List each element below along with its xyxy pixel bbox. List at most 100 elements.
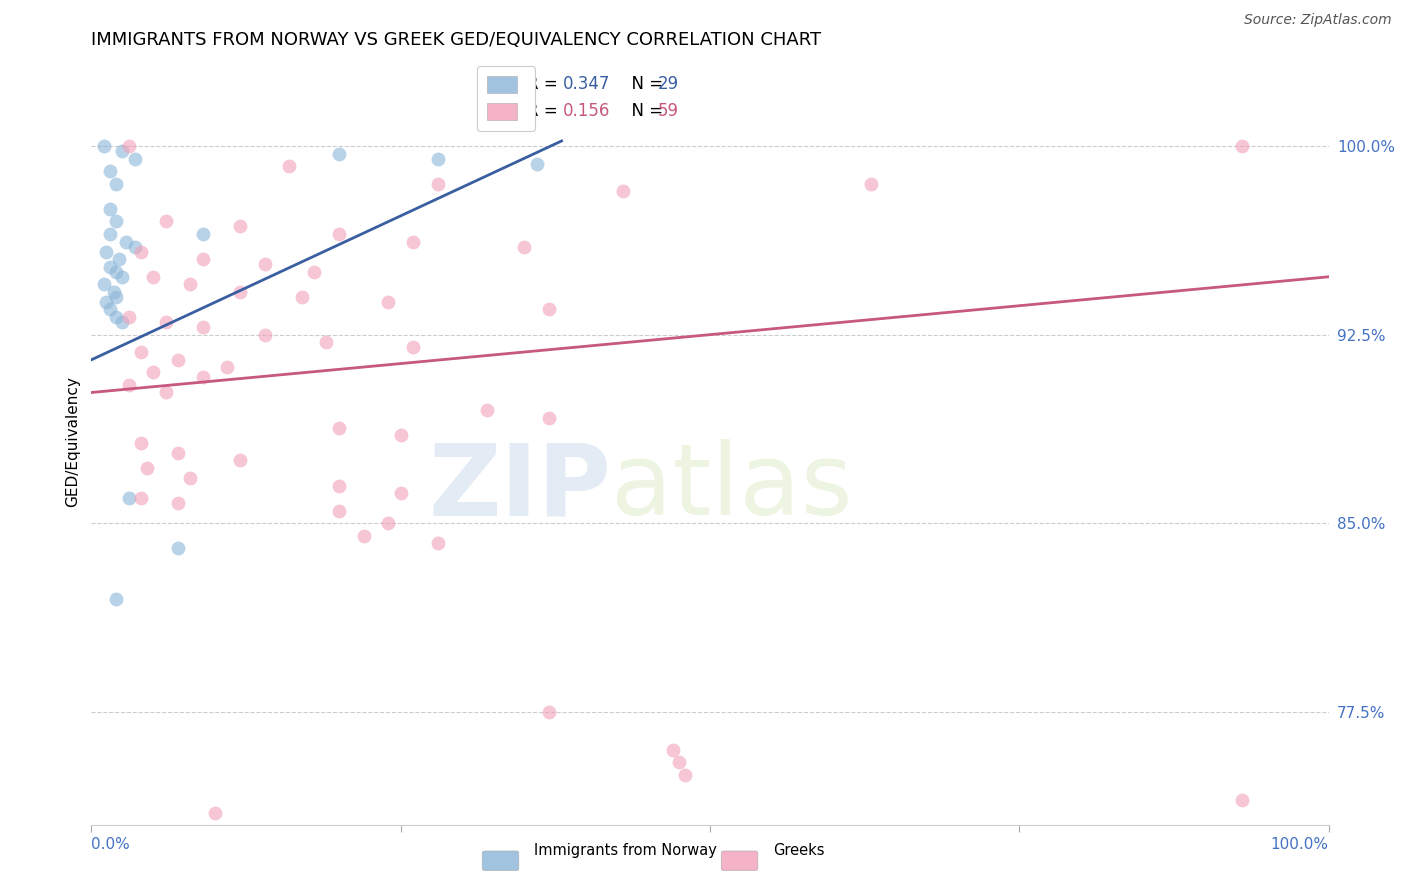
Point bbox=[117, 139, 139, 153]
Point bbox=[98, 260, 121, 274]
Point bbox=[426, 152, 449, 166]
Point bbox=[105, 214, 128, 228]
Text: 0.0%: 0.0% bbox=[91, 837, 131, 852]
Point bbox=[167, 541, 190, 556]
Point bbox=[278, 159, 301, 173]
Point bbox=[115, 235, 138, 249]
Point bbox=[98, 202, 121, 216]
Point bbox=[612, 184, 634, 198]
Point bbox=[142, 269, 165, 284]
Point bbox=[477, 403, 499, 417]
Point bbox=[105, 265, 128, 279]
Text: Greeks: Greeks bbox=[773, 843, 825, 858]
Point bbox=[668, 756, 690, 770]
Point bbox=[513, 239, 536, 253]
Point bbox=[117, 491, 139, 505]
Point bbox=[117, 310, 139, 324]
Point bbox=[105, 290, 128, 304]
Text: 0.347: 0.347 bbox=[562, 75, 610, 93]
Point bbox=[96, 295, 118, 310]
Point bbox=[229, 453, 252, 467]
Point bbox=[389, 486, 412, 500]
Point bbox=[129, 345, 152, 359]
Point bbox=[328, 227, 350, 241]
Point bbox=[111, 144, 134, 158]
Point bbox=[377, 516, 399, 531]
Point bbox=[426, 536, 449, 550]
Point bbox=[204, 805, 226, 820]
Point bbox=[229, 285, 252, 299]
Point bbox=[129, 491, 152, 505]
Y-axis label: GED/Equivalency: GED/Equivalency bbox=[65, 376, 80, 507]
Point bbox=[129, 435, 152, 450]
Point bbox=[402, 340, 425, 354]
Point bbox=[124, 239, 146, 253]
Point bbox=[673, 768, 696, 782]
Text: Source: ZipAtlas.com: Source: ZipAtlas.com bbox=[1244, 13, 1392, 28]
Point bbox=[191, 370, 214, 384]
Point bbox=[98, 227, 121, 241]
Point bbox=[1230, 139, 1253, 153]
Point bbox=[526, 156, 548, 170]
Point bbox=[377, 295, 399, 310]
Point bbox=[124, 152, 146, 166]
Point bbox=[538, 302, 561, 317]
Point bbox=[389, 428, 412, 442]
Point bbox=[129, 244, 152, 259]
Point bbox=[103, 285, 125, 299]
Point bbox=[179, 471, 201, 485]
Text: N =: N = bbox=[621, 75, 668, 93]
Point bbox=[167, 446, 190, 460]
Point bbox=[105, 177, 128, 191]
Point bbox=[859, 177, 882, 191]
Point bbox=[155, 385, 177, 400]
Point bbox=[538, 410, 561, 425]
Point bbox=[155, 214, 177, 228]
Point bbox=[315, 335, 337, 350]
Text: ZIP: ZIP bbox=[429, 439, 612, 536]
Point bbox=[111, 315, 134, 329]
Point bbox=[328, 420, 350, 434]
Point bbox=[111, 269, 134, 284]
Point bbox=[105, 591, 128, 606]
Point bbox=[98, 164, 121, 178]
Text: IMMIGRANTS FROM NORWAY VS GREEK GED/EQUIVALENCY CORRELATION CHART: IMMIGRANTS FROM NORWAY VS GREEK GED/EQUI… bbox=[91, 31, 821, 49]
Text: Immigrants from Norway: Immigrants from Norway bbox=[534, 843, 717, 858]
Text: N =: N = bbox=[621, 103, 668, 120]
Point bbox=[402, 235, 425, 249]
Text: 59: 59 bbox=[658, 103, 679, 120]
Text: R =: R = bbox=[527, 103, 562, 120]
Point bbox=[328, 504, 350, 518]
Point bbox=[179, 277, 201, 292]
Point bbox=[229, 219, 252, 234]
Point bbox=[1230, 793, 1253, 807]
Point bbox=[117, 378, 139, 392]
Point bbox=[167, 352, 190, 367]
Text: 29: 29 bbox=[658, 75, 679, 93]
Point bbox=[142, 365, 165, 379]
Point bbox=[291, 290, 314, 304]
Point bbox=[136, 461, 159, 475]
Point bbox=[96, 244, 118, 259]
Point bbox=[328, 146, 350, 161]
Legend: , : , bbox=[477, 66, 536, 131]
Point bbox=[93, 139, 115, 153]
Text: R =: R = bbox=[527, 75, 562, 93]
Point bbox=[155, 315, 177, 329]
Text: 100.0%: 100.0% bbox=[1271, 837, 1329, 852]
Point bbox=[253, 327, 276, 342]
Text: atlas: atlas bbox=[612, 439, 852, 536]
Point bbox=[426, 177, 449, 191]
Point bbox=[353, 529, 375, 543]
Point bbox=[302, 265, 325, 279]
Point bbox=[662, 742, 685, 756]
Point bbox=[253, 257, 276, 271]
Point bbox=[191, 227, 214, 241]
Point bbox=[107, 252, 129, 267]
Point bbox=[167, 496, 190, 510]
Text: 0.156: 0.156 bbox=[562, 103, 610, 120]
Point bbox=[191, 320, 214, 334]
Point bbox=[328, 478, 350, 492]
Point bbox=[98, 302, 121, 317]
Point bbox=[105, 310, 128, 324]
